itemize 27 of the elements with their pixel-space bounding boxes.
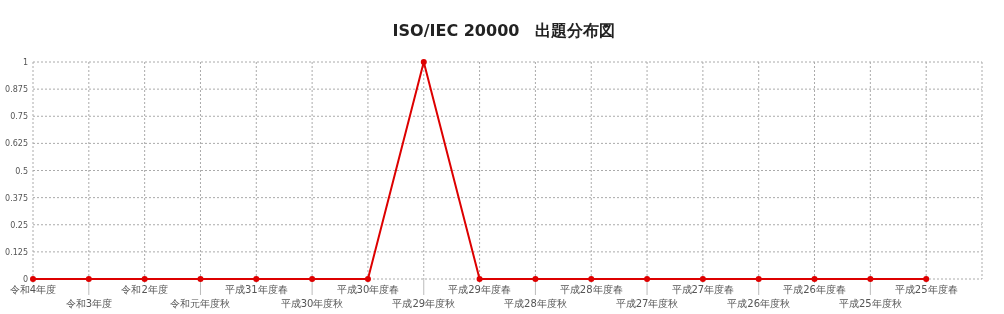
x-tick-label: 令和4年度 — [9, 284, 57, 295]
y-tick-label: 0.5 — [15, 166, 28, 176]
x-tick-label: 平成26年度秋 — [727, 298, 791, 309]
x-tick-label: 平成30年度春 — [336, 284, 400, 295]
x-tick-label: 平成26年度春 — [783, 284, 846, 295]
x-tick-label: 平成31年度春 — [224, 284, 288, 295]
x-tick-label: 平成25年度秋 — [839, 298, 902, 309]
x-tick-label: 平成27年度春 — [671, 284, 735, 295]
y-tick-label: 0.375 — [5, 193, 28, 203]
y-tick-label: 1 — [22, 58, 28, 67]
x-tick-label: 平成29年度春 — [448, 284, 511, 295]
chart-title: ISO/IEC 20000 出題分布図 — [392, 21, 616, 40]
x-tick-label: 令和2年度 — [121, 284, 168, 295]
x-tick-label: 平成30年度秋 — [280, 298, 344, 309]
y-tick-label: 0.875 — [5, 85, 28, 95]
x-tick-label: 平成29年度秋 — [392, 298, 456, 309]
x-tick-label: 平成25年度春 — [894, 284, 958, 295]
y-tick-label: 0.25 — [10, 220, 28, 230]
y-tick-label: 0 — [22, 275, 28, 284]
y-tick-label: 0.625 — [5, 139, 28, 149]
x-tick-label: 令和元年度秋 — [170, 298, 231, 309]
x-tick-label: 平成28年度秋 — [504, 298, 567, 309]
x-tick-label: 平成27年度秋 — [615, 298, 679, 309]
y-tick-label: 0.125 — [5, 247, 28, 257]
y-tick-label: 0.75 — [10, 112, 28, 122]
x-tick-label: 令和3年度 — [65, 298, 112, 309]
x-tick-label: 平成28年度春 — [559, 284, 623, 295]
